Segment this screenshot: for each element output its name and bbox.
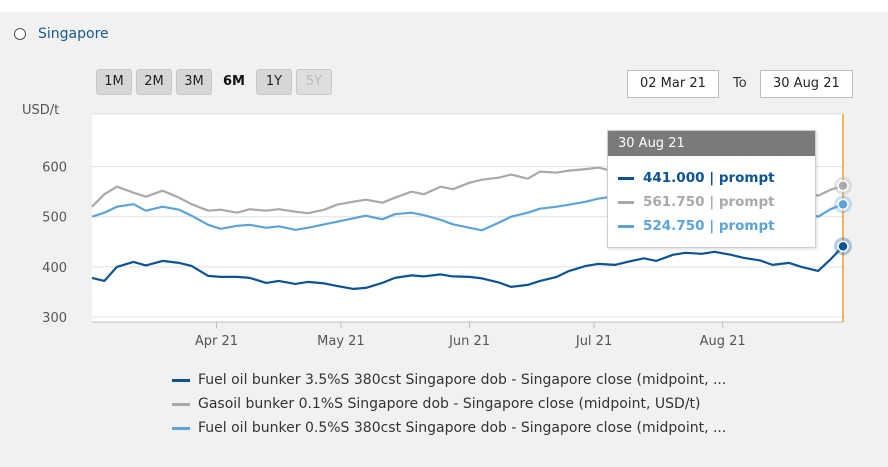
range-button-2m[interactable]: 2M <box>136 69 172 95</box>
tooltip-row: 561.750 | prompt <box>618 194 775 210</box>
range-button-6m[interactable]: 6M <box>223 74 245 89</box>
tooltip-row: 524.750 | prompt <box>618 218 775 234</box>
legend-swatch <box>172 426 190 430</box>
legend-label: Fuel oil bunker 0.5%S 380cst Singapore d… <box>198 420 727 436</box>
region-radio[interactable] <box>14 28 26 40</box>
tooltip-swatch <box>618 224 634 228</box>
legend-item[interactable]: Fuel oil bunker 3.5%S 380cst Singapore d… <box>172 368 726 392</box>
region-label[interactable]: Singapore <box>38 26 109 42</box>
range-button-3m[interactable]: 3M <box>176 69 212 95</box>
legend-swatch <box>172 378 190 382</box>
range-button-group: 1M 2M 3M 6M 1Y 5Y <box>96 69 332 95</box>
region-selector[interactable]: Singapore <box>14 26 109 42</box>
tooltip-row: 441.000 | prompt <box>618 170 775 186</box>
x-tick-label: Jun 21 <box>448 334 490 349</box>
y-tick-label: 500 <box>42 211 67 226</box>
range-button-1m[interactable]: 1M <box>96 69 132 95</box>
x-tick-label: Aug 21 <box>700 334 746 349</box>
legend: Fuel oil bunker 3.5%S 380cst Singapore d… <box>172 368 726 440</box>
x-tick-label: Jul 21 <box>575 334 612 349</box>
series-marker-2 <box>837 198 849 211</box>
series-line-0 <box>91 245 844 290</box>
series-marker-0 <box>837 240 849 253</box>
y-tick-label: 400 <box>42 261 67 276</box>
y-ticks: 300 400 500 600 <box>42 161 67 326</box>
legend-label: Fuel oil bunker 3.5%S 380cst Singapore d… <box>198 372 727 388</box>
tooltip-swatch <box>618 176 634 180</box>
y-tick-label: 600 <box>42 161 67 176</box>
tooltip: 30 Aug 21 441.000 | prompt 561.750 | pro… <box>607 130 816 248</box>
x-ticks: Apr 21 May 21 Jun 21 Jul 21 Aug 21 <box>195 322 746 349</box>
series-markers <box>834 176 852 256</box>
range-button-1y[interactable]: 1Y <box>256 69 292 95</box>
x-tick-label: Apr 21 <box>195 334 238 349</box>
legend-swatch <box>172 402 190 406</box>
series-marker-1 <box>837 180 849 192</box>
y-tick-label: 300 <box>42 311 67 326</box>
tooltip-value: 524.750 | prompt <box>643 218 775 234</box>
from-date-input[interactable]: 02 Mar 21 <box>627 70 719 98</box>
tooltip-value: 561.750 | prompt <box>643 194 775 210</box>
y-axis-label: USD/t <box>22 103 59 118</box>
legend-item[interactable]: Gasoil bunker 0.1%S Singapore dob - Sing… <box>172 392 726 416</box>
to-date-input[interactable]: 30 Aug 21 <box>760 70 853 98</box>
tooltip-date: 30 Aug 21 <box>608 131 815 156</box>
tooltip-swatch <box>618 200 634 204</box>
legend-item[interactable]: Fuel oil bunker 0.5%S 380cst Singapore d… <box>172 416 726 440</box>
to-label: To <box>733 76 747 91</box>
range-button-5y: 5Y <box>296 69 332 95</box>
legend-label: Gasoil bunker 0.1%S Singapore dob - Sing… <box>198 396 701 412</box>
x-tick-label: May 21 <box>317 334 365 349</box>
tooltip-value: 441.000 | prompt <box>643 170 775 186</box>
